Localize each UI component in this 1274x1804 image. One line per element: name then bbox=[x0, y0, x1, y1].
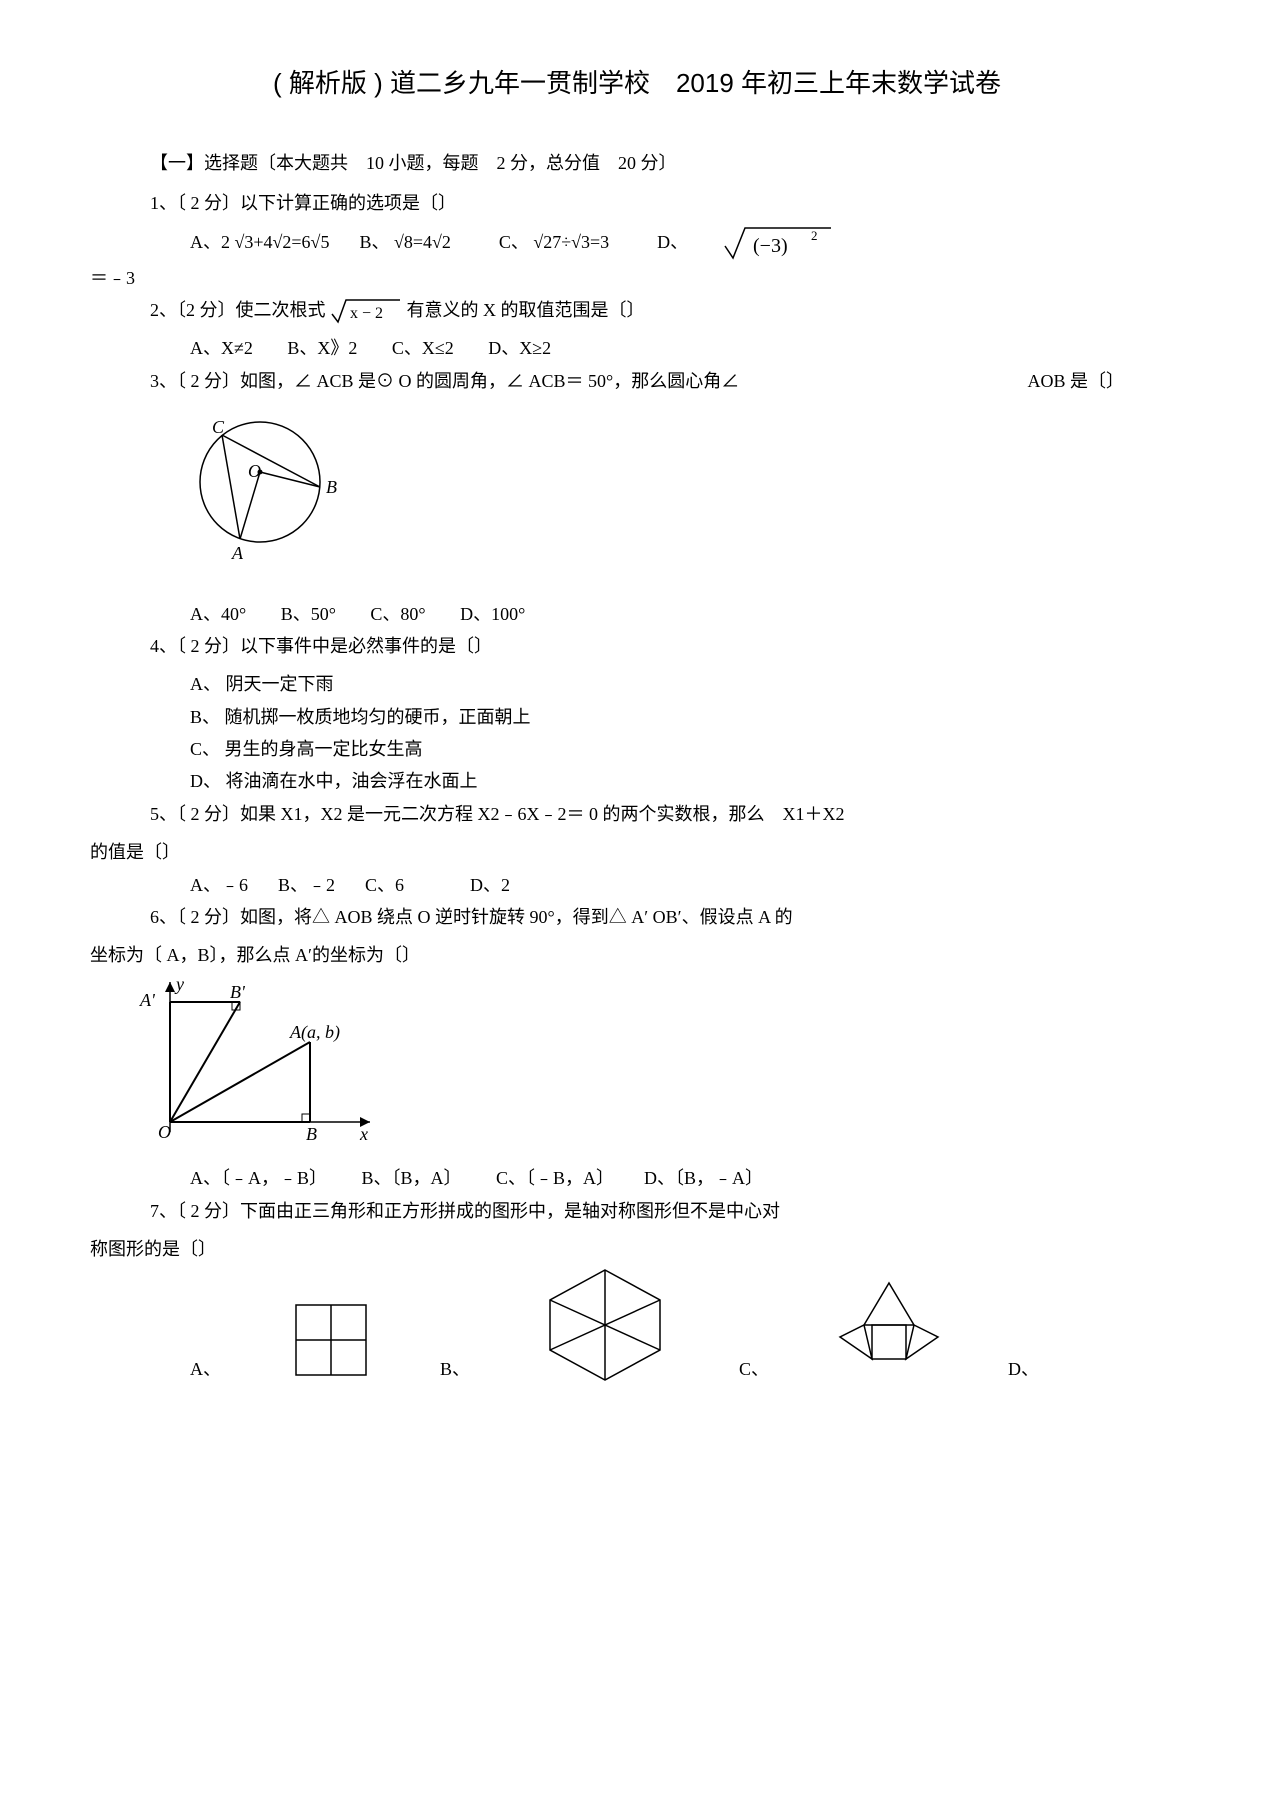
q3-c: C、80° bbox=[370, 604, 425, 624]
sqrt-x-minus-2-icon: x − 2 bbox=[330, 298, 402, 326]
q6-b: B、〔B，A〕 bbox=[362, 1168, 462, 1188]
svg-text:C: C bbox=[212, 417, 225, 437]
svg-text:x − 2: x − 2 bbox=[350, 305, 383, 322]
q5-a: A、﹣6 bbox=[190, 875, 248, 895]
q2-d: D、X≥2 bbox=[488, 338, 551, 358]
page-title: ( 解析版 ) 道二乡九年一贯制学校 2019 年初三上年末数学试卷 bbox=[90, 60, 1184, 107]
svg-text:O: O bbox=[248, 461, 261, 481]
svg-text:B: B bbox=[326, 477, 337, 497]
q7-stem2: 称图形的是〔〕 bbox=[90, 1233, 1184, 1265]
q6-d: D、〔B，﹣A〕 bbox=[644, 1168, 763, 1188]
q3-diagram: O C B A bbox=[190, 407, 1184, 587]
q2-options: A、X≠2 B、X》2 C、X≤2 D、X≥2 bbox=[190, 332, 1184, 364]
q5-stem: 5、〔 2 分〕如果 X1，X2 是一元二次方程 X2﹣6X﹣2＝ 0 的两个实… bbox=[150, 798, 1184, 830]
q5-c: C、6 bbox=[365, 875, 404, 895]
q6-stem2: 坐标为〔 A，B〕，那么点 A′的坐标为〔〕 bbox=[90, 939, 1184, 971]
q4-stem: 4、〔 2 分〕以下事件中是必然事件的是〔〕 bbox=[150, 630, 1184, 662]
q1-d-prefix: D、 bbox=[657, 232, 688, 252]
q7-c: C、 bbox=[739, 1275, 944, 1385]
q6-a: A、〔﹣A，﹣B〕 bbox=[190, 1168, 327, 1188]
section-heading: 【一】选择题〔本大题共 10 小题，每题 2 分，总分值 20 分〕 bbox=[150, 147, 1184, 179]
svg-text:2: 2 bbox=[811, 228, 818, 243]
q5-options: A、﹣6 B、﹣2 C、6 D、2 bbox=[190, 869, 1184, 901]
q7-d: D、 bbox=[1008, 1353, 1099, 1385]
svg-text:A: A bbox=[231, 543, 244, 563]
q3-stem: AOB 是〔〕 3、〔 2 分〕如图，∠ ACB 是⊙ O 的圆周角，∠ ACB… bbox=[150, 365, 1184, 397]
q2-stem: 2、〔2 分〕使二次根式 x − 2 有意义的 X 的取值范围是〔〕 bbox=[150, 294, 1184, 326]
q5-stem2: 的值是〔〕 bbox=[90, 836, 1184, 868]
q3-a: A、40° bbox=[190, 604, 246, 624]
q1-c: C、 √27÷√3=3 bbox=[499, 232, 609, 252]
q7-stem: 7、〔 2 分〕下面由正三角形和正方形拼成的图形中，是轴对称图形但不是中心对 bbox=[150, 1195, 1184, 1227]
q2-c: C、X≤2 bbox=[392, 338, 454, 358]
svg-text:x: x bbox=[359, 1124, 368, 1144]
svg-text:B: B bbox=[306, 1124, 317, 1144]
q2-b: B、X》2 bbox=[287, 338, 357, 358]
q3-b: B、50° bbox=[281, 604, 336, 624]
q6-diagram: O B x y A(a, b) B' A' bbox=[130, 972, 1184, 1162]
q4-d: D、 将油滴在水中，油会浮在水面上 bbox=[190, 765, 1184, 797]
svg-text:A': A' bbox=[139, 990, 156, 1010]
q7-b: B、 bbox=[440, 1265, 675, 1385]
q1-stem: 1、〔 2 分〕以下计算正确的选项是〔〕 bbox=[150, 187, 1184, 219]
q1-tail: ＝﹣3 bbox=[90, 262, 1184, 294]
q6-stem: 6、〔 2 分〕如图，将△ AOB 绕点 O 逆时针旋转 90°，得到△ A′ … bbox=[150, 901, 1184, 933]
svg-text:B': B' bbox=[230, 982, 246, 1002]
q3-right: AOB 是〔〕 bbox=[1027, 365, 1124, 397]
q7-a: A、 bbox=[190, 1295, 376, 1385]
q1-a: A、2 √3+4√2=6√5 bbox=[190, 232, 329, 252]
q7-shape-a-icon bbox=[286, 1295, 376, 1385]
svg-text:A(a, b): A(a, b) bbox=[289, 1022, 340, 1043]
q5-b: B、﹣2 bbox=[278, 875, 335, 895]
q6-c: C、〔﹣B，A〕 bbox=[496, 1168, 614, 1188]
q5-d: D、2 bbox=[470, 875, 510, 895]
svg-text:(−3): (−3) bbox=[753, 235, 788, 257]
q7-shape-c-icon bbox=[834, 1275, 944, 1385]
q7-options: A、 B、 C、 D、 bbox=[190, 1265, 1184, 1385]
q4-b: B、 随机掷一枚质地均匀的硬币，正面朝上 bbox=[190, 701, 1184, 733]
q2-a: A、X≠2 bbox=[190, 338, 253, 358]
q3-d: D、100° bbox=[460, 604, 525, 624]
q1-options: A、2 √3+4√2=6√5 B、 √8=4√2 C、 √27÷√3=3 D、 (… bbox=[190, 226, 1184, 262]
svg-text:O: O bbox=[158, 1122, 171, 1142]
q3-options: A、40° B、50° C、80° D、100° bbox=[190, 598, 1184, 630]
q6-options: A、〔﹣A，﹣B〕 B、〔B，A〕 C、〔﹣B，A〕 D、〔B，﹣A〕 bbox=[190, 1162, 1184, 1194]
q4-c: C、 男生的身高一定比女生高 bbox=[190, 733, 1184, 765]
svg-text:y: y bbox=[174, 974, 184, 994]
sqrt-neg3-sq-icon: (−3) 2 bbox=[723, 226, 833, 262]
q4-a: A、 阴天一定下雨 bbox=[190, 668, 1184, 700]
q1-b: B、 √8=4√2 bbox=[359, 232, 450, 252]
q7-shape-b-icon bbox=[535, 1265, 675, 1385]
